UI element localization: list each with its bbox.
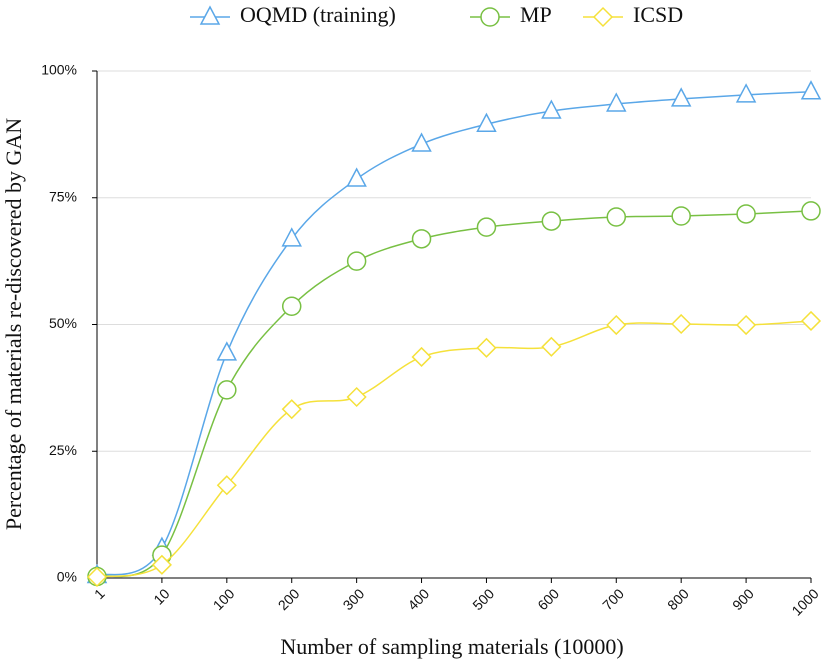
point xyxy=(671,313,692,335)
point xyxy=(216,341,238,361)
x-tick-label: 1000 xyxy=(788,585,821,618)
point xyxy=(476,217,497,237)
legend-marker xyxy=(199,5,221,25)
point xyxy=(281,227,302,247)
point xyxy=(735,83,757,103)
point xyxy=(606,314,627,336)
x-tick-label: 10 xyxy=(150,585,172,607)
y-tick-label: 75% xyxy=(49,188,77,204)
point xyxy=(346,251,367,271)
point xyxy=(671,206,691,226)
legend-marker xyxy=(592,6,614,28)
point xyxy=(801,201,821,221)
point xyxy=(541,336,562,357)
point xyxy=(541,99,562,119)
point xyxy=(216,475,237,496)
x-tick-label: 200 xyxy=(275,585,303,613)
point xyxy=(346,167,367,187)
x-tick-label: 900 xyxy=(729,585,757,613)
point xyxy=(86,566,108,588)
point xyxy=(411,346,432,368)
legend-label: MP xyxy=(520,2,552,27)
x-tick-label: 300 xyxy=(340,585,368,613)
y-tick-label: 100% xyxy=(41,62,77,78)
legend-label: ICSD xyxy=(633,2,683,27)
point xyxy=(411,132,432,152)
legend-label: OQMD (training) xyxy=(240,2,396,27)
legend-marker xyxy=(480,7,500,27)
y-tick-label: 0% xyxy=(57,569,77,585)
point xyxy=(800,310,822,332)
x-tick-label: 1 xyxy=(91,585,108,602)
point xyxy=(606,92,627,112)
point xyxy=(281,296,302,316)
x-tick-label: 700 xyxy=(599,585,627,613)
point xyxy=(541,211,562,231)
point xyxy=(670,87,692,107)
x-tick-label: 500 xyxy=(469,585,497,613)
x-tick-label: 800 xyxy=(664,585,692,613)
x-axis-label: Number of sampling materials (10000) xyxy=(280,634,623,659)
point xyxy=(217,380,237,400)
point xyxy=(281,399,302,420)
series-line xyxy=(96,210,812,578)
point xyxy=(151,554,172,575)
point xyxy=(476,337,497,358)
series-line xyxy=(96,91,812,577)
x-tick-label: 400 xyxy=(404,585,432,613)
point xyxy=(736,204,756,224)
point xyxy=(606,207,627,227)
point xyxy=(800,80,822,100)
point xyxy=(476,112,497,132)
point xyxy=(736,314,757,336)
y-tick-label: 50% xyxy=(49,315,77,331)
y-tick-label: 25% xyxy=(49,442,77,458)
point xyxy=(411,229,432,249)
y-axis-label: Percentage of materials re-discovered by… xyxy=(1,118,26,530)
point xyxy=(346,386,367,408)
x-tick-label: 600 xyxy=(534,585,562,613)
x-tick-label: 100 xyxy=(210,585,238,613)
